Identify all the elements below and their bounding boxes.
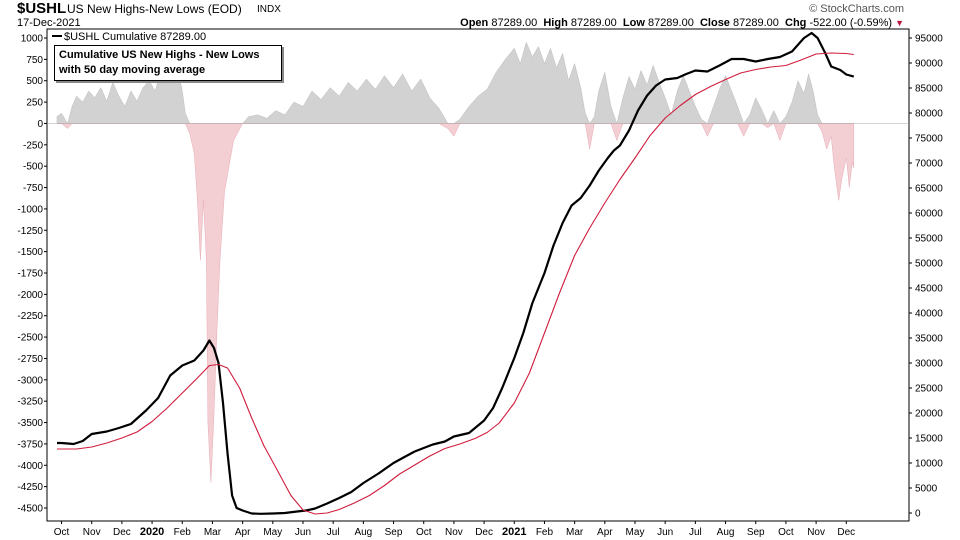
moving-average-line <box>57 52 854 515</box>
x-axis-tick-label: Nov <box>807 527 825 538</box>
left-axis-tick-label: 1000 <box>21 34 44 45</box>
x-axis-tick-label: Jun <box>295 527 311 538</box>
chg-value: -522.00 (-0.59%) <box>809 17 893 29</box>
right-axis-tick-label: 60000 <box>915 209 943 220</box>
plot-frame <box>46 28 910 522</box>
x-axis-tick-label: 2020 <box>140 526 164 538</box>
right-axis-tick-label: 50000 <box>915 259 943 270</box>
highs-lows-negative-area <box>56 123 855 483</box>
right-axis-tick-label: 90000 <box>915 59 943 70</box>
chart-name: US New Highs-New Lows (EOD) <box>67 2 242 16</box>
x-axis-tick-label: Sep <box>385 527 403 538</box>
left-axis-tick-label: -1250 <box>17 226 43 237</box>
close-value: 87289.00 <box>733 17 779 29</box>
left-axis-tick-label: -1500 <box>17 247 43 258</box>
open-label: Open <box>460 17 489 29</box>
left-axis-tick-label: -2500 <box>17 333 43 344</box>
left-axis-tick-label: 0 <box>37 119 43 130</box>
left-axis-tick-label: -1750 <box>17 269 43 280</box>
right-axis-tick-label: 55000 <box>915 234 943 245</box>
left-axis-tick-label: -2750 <box>17 354 43 365</box>
down-triangle-icon: ▼ <box>895 18 904 28</box>
right-axis-tick-label: 70000 <box>915 159 943 170</box>
ohlc-readout: Open 87289.00 High 87289.00 Low 87289.00… <box>460 17 904 29</box>
left-axis-tick-label: -1000 <box>17 204 43 215</box>
right-axis-tick-label: 30000 <box>915 359 943 370</box>
left-axis-tick-label: -2250 <box>17 311 43 322</box>
left-axis-tick-label: -3000 <box>17 375 43 386</box>
x-axis-tick-label: Dec <box>475 527 493 538</box>
x-axis-tick-label: Sep <box>747 527 765 538</box>
x-axis-tick-label: Nov <box>445 527 463 538</box>
low-value: 87289.00 <box>647 17 694 29</box>
x-axis-tick-label: Dec <box>837 527 855 538</box>
cumulative-series-line <box>57 31 855 515</box>
x-axis-tick-label: Oct <box>54 527 70 538</box>
annotation-line-2: with 50 day moving average <box>59 64 206 76</box>
left-axis-tick-label: 750 <box>26 55 43 66</box>
right-axis-tick-label: 20000 <box>915 409 943 420</box>
left-axis-tick-label: 250 <box>26 98 43 109</box>
low-label: Low <box>622 17 645 29</box>
right-axis-tick-label: 40000 <box>915 309 943 320</box>
right-axis-tick-label: 95000 <box>915 34 943 45</box>
left-axis-tick-label: -500 <box>23 162 43 173</box>
x-axis-tick-label: Nov <box>83 527 101 538</box>
annotation-line-1: Cumulative US New Highs - New Lows <box>59 49 260 61</box>
chart-date: 17-Dec-2021 <box>17 17 81 29</box>
x-axis-tick-label: Mar <box>204 527 222 538</box>
x-axis-tick-label: Feb <box>536 527 554 538</box>
x-axis-tick-label: 2021 <box>502 526 526 538</box>
high-label: High <box>543 17 568 29</box>
right-axis-tick-label: 85000 <box>915 84 943 95</box>
left-axis-tick-label: 500 <box>26 76 43 87</box>
high-value: 87289.00 <box>570 17 617 29</box>
right-axis-tick-label: 75000 <box>915 134 943 145</box>
left-axis-tick-label: -250 <box>23 140 43 151</box>
right-axis-tick-label: 5000 <box>915 484 938 495</box>
x-axis-tick-label: Feb <box>174 527 192 538</box>
left-axis-tick-label: -3750 <box>17 439 43 450</box>
left-axis-tick-label: -3250 <box>17 397 43 408</box>
left-axis-tick-label: -4000 <box>17 461 43 472</box>
chart-symbol: $USHL <box>17 0 67 17</box>
left-axis-tick-label: -4250 <box>17 482 43 493</box>
legend-series-label: $USHL Cumulative 87289.00 <box>64 31 206 43</box>
left-axis-tick-label: -2000 <box>17 290 43 301</box>
chart-annotation: Cumulative US New Highs - New Lows with … <box>54 45 282 81</box>
chg-label: Chg <box>785 17 807 29</box>
x-axis-tick-label: Oct <box>778 527 794 538</box>
right-axis-tick-label: 65000 <box>915 184 943 195</box>
x-axis-tick-label: Jul <box>327 527 340 538</box>
x-axis-tick-label: Oct <box>416 527 432 538</box>
right-axis-tick-label: 25000 <box>915 384 943 395</box>
x-axis-tick-label: Aug <box>717 527 735 538</box>
chart-header: $USHL US New Highs-New Lows (EOD) INDX 1… <box>0 0 960 30</box>
x-axis-tick-label: Aug <box>354 527 372 538</box>
right-axis-tick-label: 45000 <box>915 284 943 295</box>
chart-exchange: INDX <box>257 4 281 15</box>
right-axis-tick-label: 10000 <box>915 459 943 470</box>
brand-credit: © StockCharts.com <box>809 3 904 15</box>
left-axis-tick-label: -4500 <box>17 504 43 515</box>
left-axis-tick-label: -750 <box>23 183 43 194</box>
x-axis-tick-label: Apr <box>235 527 251 538</box>
x-axis-tick-label: Mar <box>566 527 584 538</box>
x-axis-tick-label: Apr <box>597 527 613 538</box>
right-axis-tick-label: 0 <box>915 509 921 520</box>
x-axis-tick-label: May <box>626 527 645 538</box>
open-value: 87289.00 <box>491 17 538 29</box>
x-axis-tick-label: Dec <box>113 527 131 538</box>
right-axis-tick-label: 15000 <box>915 434 943 445</box>
right-axis-tick-label: 35000 <box>915 334 943 345</box>
right-axis-tick-label: 80000 <box>915 109 943 120</box>
x-axis-tick-label: May <box>263 527 282 538</box>
close-label: Close <box>699 17 730 29</box>
x-axis-tick-label: Jun <box>657 527 673 538</box>
x-axis-tick-label: Jul <box>689 527 702 538</box>
left-axis-tick-label: -3500 <box>17 418 43 429</box>
highs-lows-positive-area <box>56 41 855 125</box>
